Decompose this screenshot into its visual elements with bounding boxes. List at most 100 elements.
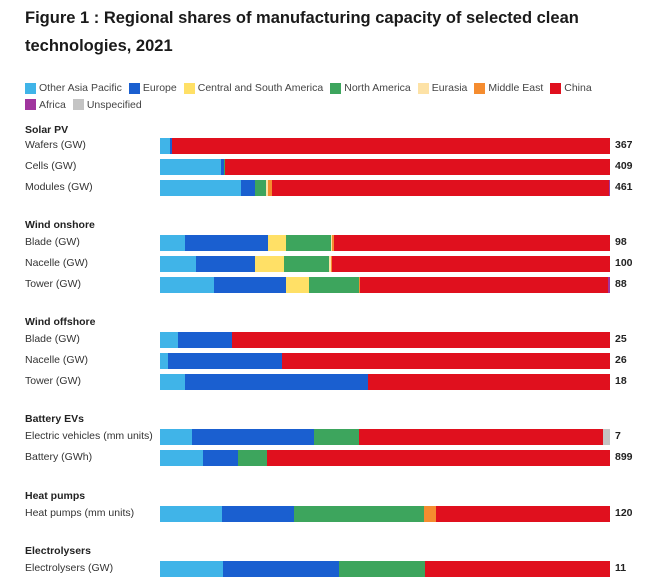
stacked-bar[interactable] bbox=[160, 256, 610, 272]
bar-segment[interactable] bbox=[168, 353, 283, 369]
stacked-bar[interactable] bbox=[160, 429, 610, 445]
bar-segment[interactable] bbox=[254, 256, 284, 272]
bar-segment[interactable] bbox=[283, 256, 329, 272]
legend-item[interactable]: China bbox=[550, 80, 592, 96]
stacked-bar[interactable] bbox=[160, 180, 610, 196]
stacked-bar[interactable] bbox=[160, 159, 610, 175]
bar-segment[interactable] bbox=[338, 561, 426, 577]
bar-segment[interactable] bbox=[214, 277, 286, 293]
bar-segment[interactable] bbox=[286, 277, 309, 293]
legend-item[interactable]: Middle East bbox=[474, 80, 543, 96]
bar-segment[interactable] bbox=[267, 450, 610, 466]
bar-segment[interactable] bbox=[178, 332, 232, 348]
group-title: Wind onshore bbox=[25, 219, 95, 231]
bar-segment[interactable] bbox=[160, 138, 170, 154]
legend-item[interactable]: Central and South America bbox=[183, 80, 323, 96]
bar-segment[interactable] bbox=[328, 256, 331, 272]
bar-segment[interactable] bbox=[367, 374, 610, 390]
stacked-bar[interactable] bbox=[160, 450, 610, 466]
stacked-bar[interactable] bbox=[160, 138, 610, 154]
stacked-bar[interactable] bbox=[160, 374, 610, 390]
legend-item[interactable]: Eurasia bbox=[417, 80, 468, 96]
bar-segment[interactable] bbox=[286, 235, 331, 251]
row-total: 367 bbox=[615, 139, 633, 151]
row-label: Heat pumps (mm units) bbox=[25, 507, 135, 519]
row-total: 899 bbox=[615, 451, 633, 463]
stacked-bar[interactable] bbox=[160, 506, 610, 522]
legend-swatch bbox=[417, 82, 429, 94]
stacked-bar[interactable] bbox=[160, 277, 610, 293]
bar-segment[interactable] bbox=[184, 235, 268, 251]
legend-item[interactable]: Africa bbox=[25, 97, 66, 113]
legend-item[interactable]: Unspecified bbox=[72, 97, 142, 113]
bar-segment[interactable] bbox=[424, 506, 436, 522]
bar-segment[interactable] bbox=[265, 180, 269, 196]
bar-segment[interactable] bbox=[358, 429, 604, 445]
bar-segment[interactable] bbox=[271, 180, 610, 196]
row-label: Blade (GW) bbox=[25, 333, 80, 345]
bar-segment[interactable] bbox=[237, 450, 268, 466]
stacked-bar[interactable] bbox=[160, 353, 610, 369]
row-label: Battery (GWh) bbox=[25, 451, 93, 463]
bar-segment[interactable] bbox=[160, 180, 241, 196]
bar-segment[interactable] bbox=[331, 256, 332, 272]
bar-segment[interactable] bbox=[160, 256, 196, 272]
stacked-bar[interactable] bbox=[160, 561, 610, 577]
bar-segment[interactable] bbox=[160, 561, 223, 577]
bar-segment[interactable] bbox=[435, 506, 610, 522]
row-total: 11 bbox=[615, 562, 627, 574]
bar-segment[interactable] bbox=[360, 277, 608, 293]
bar-segment[interactable] bbox=[607, 277, 610, 293]
bar-segment[interactable] bbox=[221, 506, 294, 522]
bar-segment[interactable] bbox=[232, 332, 610, 348]
bar-segment[interactable] bbox=[160, 374, 185, 390]
bar-segment[interactable] bbox=[313, 429, 359, 445]
bar-segment[interactable] bbox=[160, 506, 222, 522]
bar-segment[interactable] bbox=[268, 180, 272, 196]
legend-item[interactable]: Other Asia Pacific bbox=[25, 80, 122, 96]
bar-segment[interactable] bbox=[160, 235, 185, 251]
bar-segment[interactable] bbox=[254, 180, 266, 196]
bar-segment[interactable] bbox=[603, 429, 610, 445]
bar-segment[interactable] bbox=[196, 256, 255, 272]
bar-segment[interactable] bbox=[223, 561, 339, 577]
bar-segment[interactable] bbox=[191, 429, 314, 445]
bar-segment[interactable] bbox=[169, 138, 173, 154]
bar-segment[interactable] bbox=[184, 374, 368, 390]
row-total: 409 bbox=[615, 160, 633, 172]
bar-segment[interactable] bbox=[282, 353, 610, 369]
bar-segment[interactable] bbox=[332, 235, 334, 251]
stacked-bar[interactable] bbox=[160, 235, 610, 251]
bar-segment[interactable] bbox=[268, 235, 286, 251]
bar-segment[interactable] bbox=[220, 159, 225, 175]
row-total: 100 bbox=[615, 257, 633, 269]
bar-segment[interactable] bbox=[331, 256, 610, 272]
bar-segment[interactable] bbox=[308, 277, 359, 293]
bar-segment[interactable] bbox=[293, 506, 425, 522]
bar-segment[interactable] bbox=[160, 332, 178, 348]
bar-segment[interactable] bbox=[160, 277, 214, 293]
legend-label: Eurasia bbox=[431, 82, 468, 94]
bar-segment[interactable] bbox=[224, 159, 226, 175]
bar-segment[interactable] bbox=[202, 450, 238, 466]
legend-swatch bbox=[128, 82, 140, 94]
bar-segment[interactable] bbox=[160, 353, 169, 369]
group-title: Solar PV bbox=[25, 124, 69, 136]
bar-segment[interactable] bbox=[172, 138, 610, 154]
bar-segment[interactable] bbox=[160, 450, 203, 466]
legend-item[interactable]: North America bbox=[330, 80, 411, 96]
bar-segment[interactable] bbox=[358, 277, 361, 293]
legend-label: Africa bbox=[39, 98, 66, 111]
stacked-bar[interactable] bbox=[160, 332, 610, 348]
bar-segment[interactable] bbox=[331, 235, 333, 251]
legend-item[interactable]: Europe bbox=[128, 80, 177, 96]
bar-segment[interactable] bbox=[333, 235, 610, 251]
bar-segment[interactable] bbox=[160, 429, 192, 445]
bar-segment[interactable] bbox=[225, 159, 610, 175]
bar-segment[interactable] bbox=[160, 159, 221, 175]
group-title: Electrolysers bbox=[25, 545, 91, 557]
bar-segment[interactable] bbox=[425, 561, 610, 577]
bar-segment[interactable] bbox=[241, 180, 255, 196]
bar-segment[interactable] bbox=[609, 180, 610, 196]
row-label: Modules (GW) bbox=[25, 181, 93, 193]
